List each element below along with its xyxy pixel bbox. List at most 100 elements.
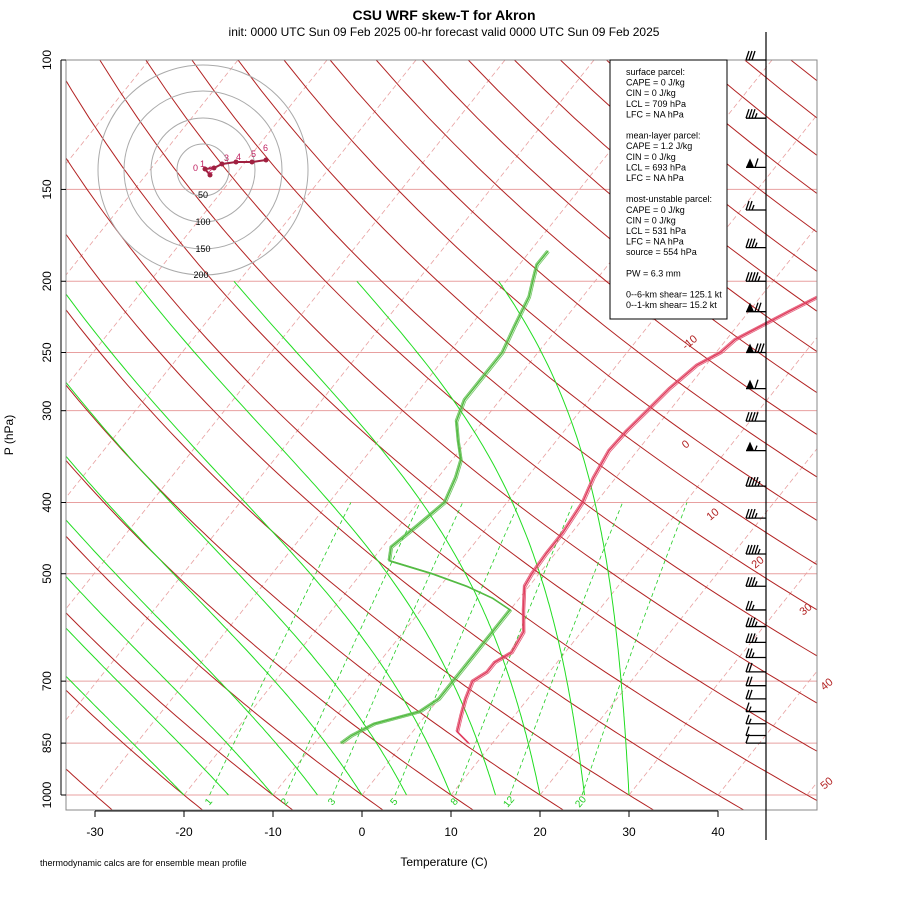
wind-barb-flag bbox=[745, 544, 750, 555]
plot-frame bbox=[65, 59, 818, 811]
stats-line: 0--1-km shear= 15.2 kt bbox=[626, 300, 717, 310]
dewpoint-point bbox=[444, 501, 446, 504]
dewpoint-point bbox=[483, 641, 485, 644]
dewpoint-point bbox=[501, 351, 504, 354]
stats-line: 0--6-km shear= 125.1 kt bbox=[626, 290, 722, 300]
y-tick-label: 850 bbox=[40, 733, 54, 753]
x-tick-label: 40 bbox=[711, 825, 725, 839]
wind-barb-pennant bbox=[746, 343, 754, 353]
wind-barb bbox=[745, 200, 766, 211]
mixing-ratio-line bbox=[455, 502, 574, 796]
wind-barb-flag bbox=[754, 343, 759, 353]
hodograph-ring-label: 50 bbox=[198, 190, 208, 200]
mixing-ratio-label: 3 bbox=[326, 796, 338, 808]
dry-adiabat bbox=[66, 612, 294, 810]
dewpoint-point bbox=[452, 680, 454, 682]
dry-adiabat bbox=[66, 535, 384, 810]
hodograph-ring bbox=[123, 90, 283, 250]
wind-barb bbox=[745, 508, 766, 519]
stats-line: LFC = NA hPa bbox=[626, 109, 684, 119]
temperature-point bbox=[486, 671, 488, 673]
wind-barb-flag bbox=[748, 617, 753, 627]
mixing-ratio-label: 8 bbox=[449, 796, 461, 808]
wind-barb bbox=[745, 689, 766, 700]
wind-barb bbox=[745, 600, 766, 611]
grid-layer bbox=[66, 60, 817, 810]
dewpoint-point bbox=[492, 597, 494, 599]
isotherm-label: 10 bbox=[705, 506, 722, 523]
dry-adiabat bbox=[66, 384, 565, 810]
hodograph-ring bbox=[97, 64, 309, 276]
isotherm-line bbox=[66, 60, 506, 610]
isotherm-label: 40 bbox=[819, 676, 836, 693]
y-tick-label: 200 bbox=[40, 271, 54, 291]
moist-adiabat bbox=[66, 293, 452, 796]
stats-line: CAPE = 0 J/kg bbox=[626, 78, 685, 88]
hodograph-height-label: 3 bbox=[224, 153, 229, 163]
dry-adiabat bbox=[66, 79, 817, 752]
stats-line: LFC = NA hPa bbox=[626, 173, 684, 183]
wind-barb-flag bbox=[745, 702, 750, 712]
stats-line: CAPE = 0 J/kg bbox=[626, 205, 685, 215]
wind-barb-flag bbox=[745, 662, 750, 673]
stats-line: CIN = 0 J/kg bbox=[626, 215, 676, 225]
wind-barb-flag bbox=[745, 476, 750, 487]
y-tick-label: 100 bbox=[40, 50, 54, 70]
chart-subtitle: init: 0000 UTC Sun 09 Feb 2025 00-hr for… bbox=[229, 25, 660, 39]
moist-adiabat bbox=[66, 519, 318, 796]
temperature-profile bbox=[456, 296, 817, 744]
wind-barb bbox=[746, 158, 766, 169]
hodograph-height-label: 4 bbox=[236, 152, 241, 162]
dewpoint-point bbox=[547, 250, 549, 252]
wind-barb-flag bbox=[745, 726, 750, 736]
dry-adiabat bbox=[375, 60, 817, 436]
wind-barb-flag bbox=[751, 50, 756, 61]
wind-barb bbox=[746, 441, 766, 452]
dewpoint-point bbox=[463, 666, 465, 668]
stats-line: CAPE = 1.2 J/kg bbox=[626, 141, 692, 151]
dewpoint-point bbox=[351, 734, 353, 737]
isotherm-line bbox=[717, 670, 817, 796]
wind-barb-flag bbox=[745, 648, 750, 658]
dry-adiabat bbox=[66, 157, 817, 802]
y-tick-label: 400 bbox=[40, 492, 54, 512]
mixing-ratio-line bbox=[509, 502, 623, 796]
wind-barb-flag bbox=[748, 600, 753, 611]
dewpoint-point bbox=[390, 546, 392, 548]
isotherm-line bbox=[66, 60, 328, 387]
y-tick-label: 700 bbox=[40, 671, 54, 691]
wind-barb-flag bbox=[745, 714, 750, 724]
temperature-point bbox=[523, 585, 526, 587]
wind-barb-halfflag bbox=[754, 581, 758, 587]
temperature-point bbox=[668, 388, 670, 390]
hodograph-point bbox=[202, 166, 208, 172]
wind-barb-flag bbox=[748, 108, 753, 119]
dewpoint-point bbox=[466, 585, 468, 587]
wind-barb-halfflag bbox=[754, 112, 758, 119]
dewpoint-point bbox=[416, 524, 418, 527]
isotherm-line bbox=[66, 60, 417, 499]
dewpoint-point bbox=[463, 399, 466, 401]
mixing-ratio-line bbox=[332, 502, 464, 796]
hodograph-point bbox=[233, 159, 239, 165]
stats-line: most-unstable parcel: bbox=[626, 194, 712, 204]
wind-barb-flag bbox=[748, 544, 753, 555]
temperature-point bbox=[734, 338, 736, 341]
isotherm-line bbox=[450, 336, 817, 796]
wind-barb bbox=[745, 411, 766, 422]
wind-barb-flag bbox=[745, 508, 750, 519]
wind-barb-flag bbox=[754, 544, 759, 555]
wind-barb-flag bbox=[751, 476, 756, 487]
dry-adiabat bbox=[283, 60, 817, 522]
mixing-ratio-line bbox=[394, 502, 520, 796]
stats-line: CIN = 0 J/kg bbox=[626, 152, 676, 162]
wind-barb-halfflag bbox=[751, 204, 755, 211]
wind-barb bbox=[745, 476, 766, 487]
wind-barb bbox=[745, 702, 766, 713]
dewpoint-profile bbox=[342, 251, 550, 745]
dry-adiabat bbox=[191, 60, 817, 611]
wind-barb-flag bbox=[751, 411, 756, 422]
wind-barb bbox=[745, 577, 766, 587]
dewpoint-point bbox=[455, 477, 457, 479]
